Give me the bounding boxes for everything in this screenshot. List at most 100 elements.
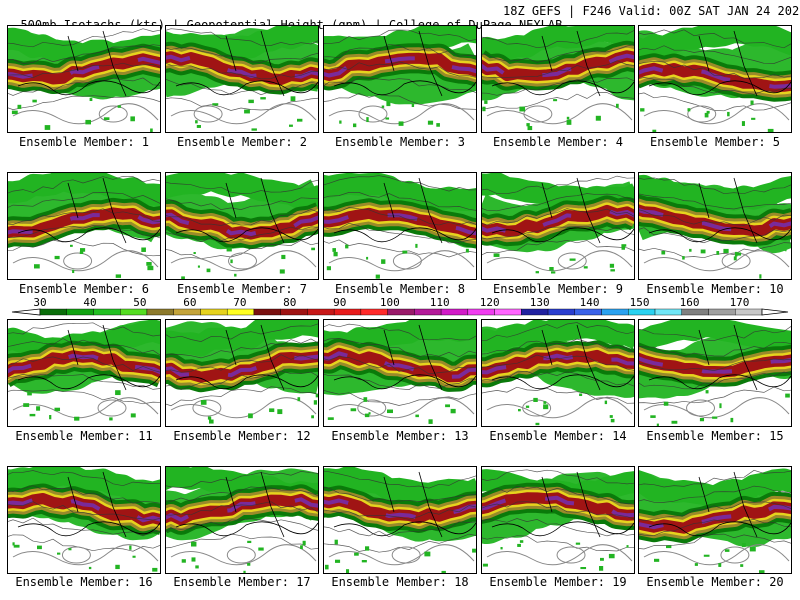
colorbar-swatch	[494, 308, 522, 316]
jet-stream-map	[639, 468, 791, 573]
member-number: 5	[772, 135, 781, 149]
jet-stream-map	[8, 27, 160, 132]
member-number: 11	[138, 429, 153, 443]
ensemble-member-caption: Ensemble Member: 8	[321, 282, 479, 296]
jet-stream-map	[324, 467, 476, 573]
colorbar-arrow-left	[11, 308, 41, 316]
caption-prefix: Ensemble Member:	[646, 282, 770, 296]
colorbar-swatch	[547, 308, 576, 316]
caption-prefix: Ensemble Member:	[15, 575, 139, 589]
ensemble-member-caption: Ensemble Member: 14	[479, 429, 637, 443]
member-number: 12	[296, 429, 311, 443]
member-number: 8	[457, 282, 466, 296]
ensemble-panel-14	[481, 319, 635, 427]
jet-stream-map	[482, 173, 634, 274]
colorbar-swatch	[467, 308, 495, 316]
colorbar-arrow-right	[761, 308, 789, 316]
colorbar-tick-label: 130	[530, 296, 550, 309]
ensemble-panel-16	[7, 466, 161, 574]
ensemble-panel-13	[323, 319, 477, 427]
ensemble-member-caption: Ensemble Member: 4	[479, 135, 637, 149]
ensemble-panel-20	[638, 466, 792, 574]
ensemble-panel-17	[165, 466, 319, 574]
member-number: 3	[457, 135, 466, 149]
ensemble-member-caption: Ensemble Member: 15	[636, 429, 794, 443]
member-number: 16	[138, 575, 153, 589]
member-number: 7	[299, 282, 308, 296]
jet-stream-map	[166, 320, 318, 424]
ensemble-member-caption: Ensemble Member: 2	[163, 135, 321, 149]
caption-prefix: Ensemble Member:	[331, 429, 455, 443]
colorbar-tick-label: 60	[183, 296, 196, 309]
colorbar-swatch	[601, 308, 629, 316]
member-number: 20	[769, 575, 784, 589]
caption-prefix: Ensemble Member:	[15, 429, 139, 443]
caption-prefix: Ensemble Member:	[334, 282, 458, 296]
member-number: 1	[141, 135, 150, 149]
caption-prefix: Ensemble Member:	[176, 135, 300, 149]
ensemble-member-caption: Ensemble Member: 6	[5, 282, 163, 296]
caption-prefix: Ensemble Member:	[649, 135, 773, 149]
caption-prefix: Ensemble Member:	[331, 575, 455, 589]
caption-prefix: Ensemble Member:	[18, 135, 142, 149]
jet-stream-map	[8, 320, 160, 421]
jet-stream-map	[166, 467, 318, 573]
colorbar-swatch	[360, 308, 388, 316]
jet-stream-map	[166, 173, 318, 279]
ensemble-member-caption: Ensemble Member: 18	[321, 575, 479, 589]
jet-stream-map	[8, 173, 160, 278]
ensemble-member-caption: Ensemble Member: 16	[5, 575, 163, 589]
caption-prefix: Ensemble Member:	[173, 575, 297, 589]
caption-prefix: Ensemble Member:	[489, 429, 613, 443]
colorbar-swatch	[735, 308, 763, 316]
ensemble-member-caption: Ensemble Member: 12	[163, 429, 321, 443]
colorbar-swatch	[226, 308, 255, 316]
ensemble-panel-2	[165, 25, 319, 133]
colorbar-swatch	[307, 308, 335, 316]
ensemble-panel-1	[7, 25, 161, 133]
caption-prefix: Ensemble Member:	[646, 575, 770, 589]
member-number: 18	[454, 575, 469, 589]
colorbar-tick-label: 110	[430, 296, 450, 309]
ensemble-panel-6	[7, 172, 161, 280]
colorbar-swatch	[93, 308, 121, 316]
jet-stream-map	[324, 173, 476, 279]
jet-stream-map	[639, 320, 791, 426]
jet-stream-map	[482, 320, 634, 426]
colorbar-swatch	[146, 308, 174, 316]
colorbar-tick-label: 120	[480, 296, 500, 309]
ensemble-panel-18	[323, 466, 477, 574]
member-number: 19	[612, 575, 627, 589]
colorbar-tick-label: 150	[630, 296, 650, 309]
colorbar-tick-label: 100	[380, 296, 400, 309]
colorbar-swatch	[120, 308, 148, 316]
member-number: 10	[769, 282, 784, 296]
caption-prefix: Ensemble Member:	[334, 135, 458, 149]
colorbar-swatch	[440, 308, 469, 316]
jet-stream-map	[324, 320, 476, 424]
colorbar-swatch	[414, 308, 442, 316]
ensemble-member-caption: Ensemble Member: 5	[636, 135, 794, 149]
caption-prefix: Ensemble Member:	[492, 135, 616, 149]
colorbar-swatch	[708, 308, 736, 316]
ensemble-panel-9	[481, 172, 635, 280]
caption-prefix: Ensemble Member:	[492, 282, 616, 296]
ensemble-member-caption: Ensemble Member: 17	[163, 575, 321, 589]
jet-stream-map	[639, 174, 791, 279]
colorbar-swatch	[280, 308, 308, 316]
caption-prefix: Ensemble Member:	[646, 429, 770, 443]
member-number: 14	[612, 429, 627, 443]
jet-stream-map	[324, 26, 476, 128]
caption-prefix: Ensemble Member:	[489, 575, 613, 589]
colorbar-legend: 30 40 50 60 70 80 90 100 110 120 130 140 150 160 170	[11, 296, 789, 316]
title-right: 18Z GEFS | F246 Valid: 00Z SAT JAN 24 20…	[503, 4, 800, 18]
ensemble-member-caption: Ensemble Member: 3	[321, 135, 479, 149]
member-number: 17	[296, 575, 311, 589]
caption-prefix: Ensemble Member:	[176, 282, 300, 296]
ensemble-member-caption: Ensemble Member: 1	[5, 135, 163, 149]
ensemble-panel-12	[165, 319, 319, 427]
member-number: 4	[615, 135, 624, 149]
colorbar-swatch	[628, 308, 656, 316]
ensemble-panel-4	[481, 25, 635, 133]
member-number: 2	[299, 135, 308, 149]
